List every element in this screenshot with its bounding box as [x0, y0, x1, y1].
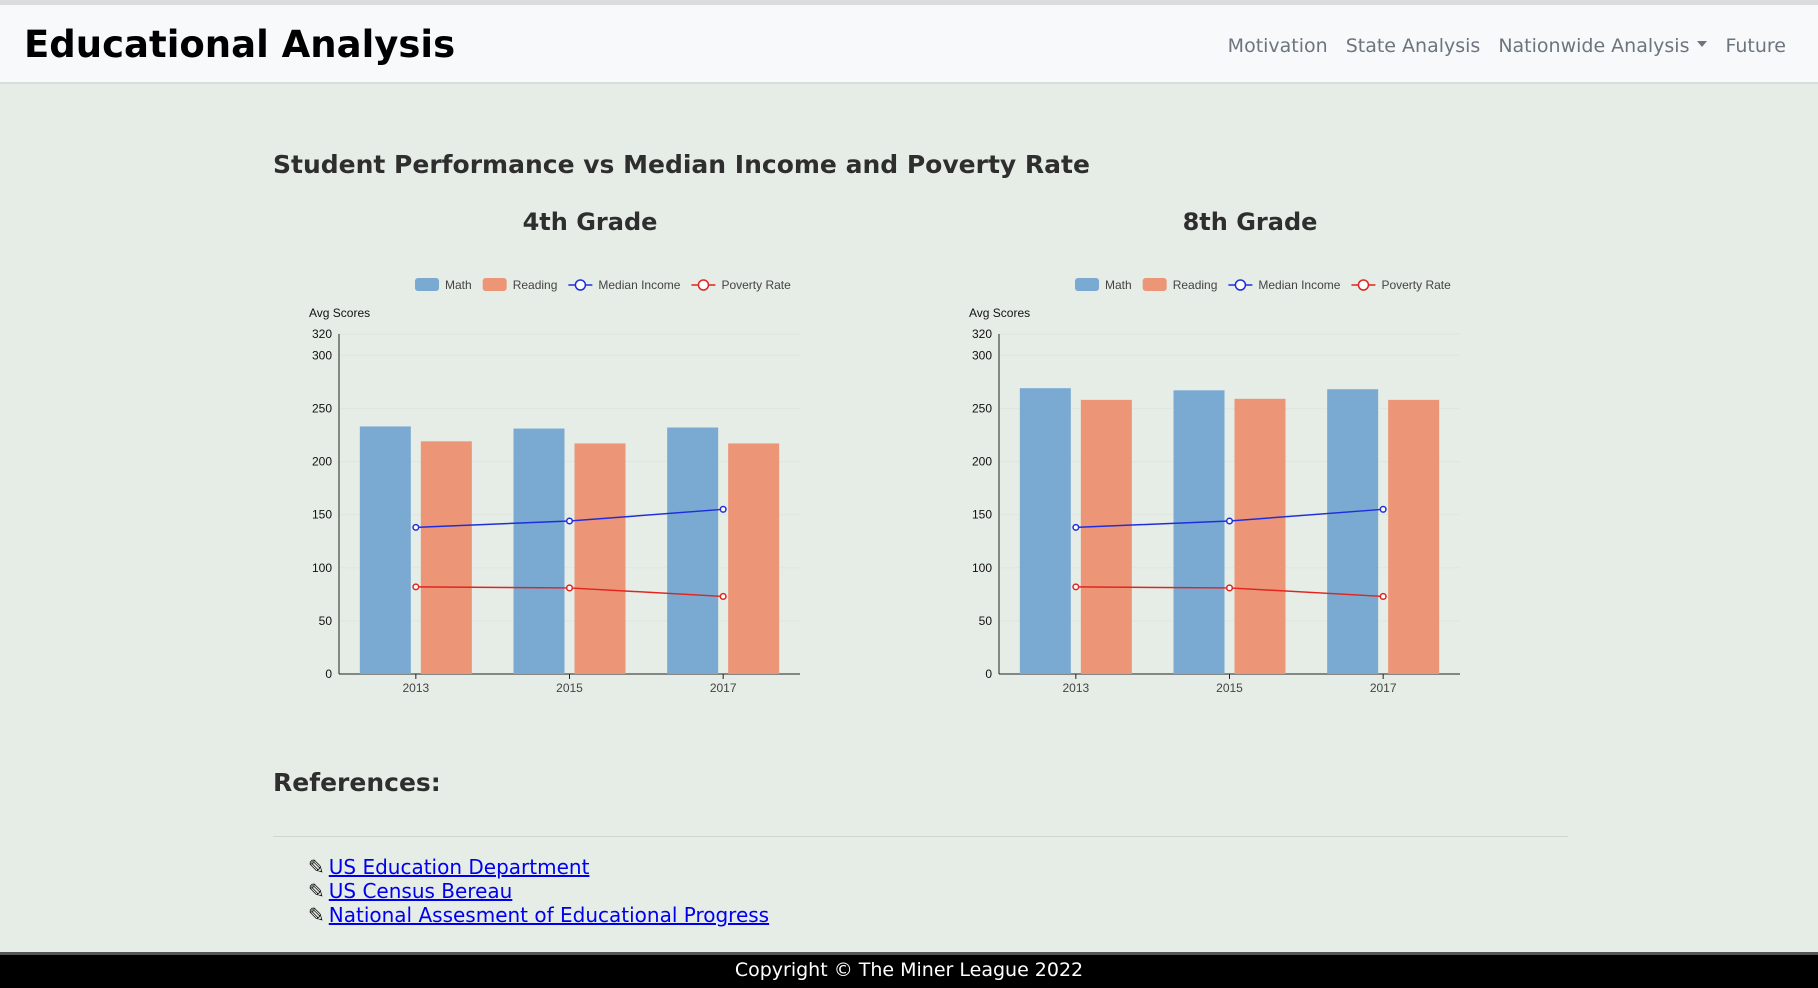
legend-item-poverty-rate: Poverty Rate	[1351, 278, 1451, 292]
nav-dropdown-nationwide-analysis[interactable]: Nationwide Analysis	[1498, 35, 1708, 57]
bar-reading-2015	[1234, 398, 1286, 674]
y-tick-label: 0	[325, 667, 332, 681]
legend-item-math: Math	[1075, 278, 1132, 292]
y-tick-label: 300	[312, 348, 332, 362]
bar-math-2013	[1019, 388, 1071, 674]
y-tick-label: 150	[312, 508, 332, 522]
bar-math-2017	[1327, 389, 1379, 674]
y-tick-label: 250	[972, 401, 992, 415]
legend-label-poverty-rate: Poverty Rate	[721, 278, 791, 292]
nav-dropdown-label: Nationwide Analysis	[1498, 35, 1690, 57]
legend-item-reading: Reading	[482, 278, 558, 292]
bar-math-2015	[513, 428, 565, 674]
legend-swatch-reading	[482, 278, 507, 291]
y-tick-label: 50	[979, 614, 993, 628]
x-tick-label: 2015	[556, 681, 583, 695]
legend-marker-median-income	[574, 279, 587, 291]
point-poverty-rate-2017	[1379, 592, 1387, 600]
nav-link-future[interactable]: Future	[1725, 35, 1786, 57]
references-title: References:	[273, 768, 441, 797]
y-tick-label: 100	[972, 561, 992, 575]
legend-item-poverty-rate: Poverty Rate	[691, 278, 791, 292]
legend-swatch-reading	[1142, 278, 1167, 291]
y-tick-label: 0	[985, 667, 992, 681]
page-title: Student Performance vs Median Income and…	[273, 150, 1090, 179]
legend-item-reading: Reading	[1142, 278, 1218, 292]
nav-link-state-analysis[interactable]: State Analysis	[1345, 35, 1481, 57]
pencil-icon: ✎	[308, 879, 325, 903]
caret-down-icon	[1697, 40, 1708, 47]
bar-reading-2013	[1080, 399, 1132, 674]
list-item: ✎ US Education Department	[308, 855, 769, 879]
legend-label-math: Math	[445, 278, 472, 292]
footer: Copyright © The Miner League 2022	[0, 952, 1818, 988]
x-tick-label: 2013	[1062, 681, 1089, 695]
bar-math-2015	[1173, 390, 1225, 674]
divider	[273, 836, 1568, 837]
x-tick-label: 2017	[710, 681, 737, 695]
bar-reading-2015	[574, 443, 626, 674]
nav-link-motivation[interactable]: Motivation	[1227, 35, 1328, 57]
point-median-income-2013	[412, 523, 420, 531]
y-tick-label: 50	[319, 614, 333, 628]
bar-reading-2017	[728, 443, 780, 674]
chart-4th-grade: Math Reading Median Income Poverty Rate Avg …	[309, 278, 800, 695]
pencil-icon: ✎	[308, 855, 325, 879]
y-tick-label: 100	[312, 561, 332, 575]
y-tick-label: 320	[972, 327, 992, 341]
bar-reading-2013	[420, 441, 472, 674]
legend-label-math: Math	[1105, 278, 1132, 292]
y-tick-label: 150	[972, 508, 992, 522]
x-tick-label: 2017	[1370, 681, 1397, 695]
point-poverty-rate-2017	[719, 592, 727, 600]
y-tick-label: 320	[312, 327, 332, 341]
legend-swatch-math	[1075, 278, 1099, 291]
y-tick-label: 300	[972, 348, 992, 362]
legend-label-median-income: Median Income	[1258, 278, 1340, 292]
legend-item-median-income: Median Income	[1228, 278, 1341, 292]
y-axis-label: Avg Scores	[309, 306, 370, 320]
legend-marker-poverty-rate	[1357, 279, 1370, 291]
chart-8th-grade: Math Reading Median Income Poverty Rate Avg …	[969, 278, 1460, 695]
legend-marker-median-income	[1234, 279, 1247, 291]
legend-label-reading: Reading	[1173, 278, 1218, 292]
point-median-income-2015	[565, 517, 574, 525]
point-poverty-rate-2013	[1072, 583, 1080, 591]
chart-title-8th-grade: 8th Grade	[1182, 208, 1318, 236]
reference-link-census-bureau[interactable]: US Census Bereau	[328, 879, 513, 903]
reference-link-naep[interactable]: National Assesment of Educational Progre…	[328, 903, 770, 927]
x-tick-label: 2015	[1216, 681, 1243, 695]
point-poverty-rate-2015	[565, 584, 574, 592]
reference-link-education-department[interactable]: US Education Department	[328, 855, 590, 879]
y-axis-label: Avg Scores	[969, 306, 1030, 320]
point-median-income-2015	[1225, 517, 1234, 525]
navbar: Educational Analysis Motivation State An…	[0, 0, 1818, 84]
y-tick-label: 250	[312, 401, 332, 415]
nav-links: Motivation State Analysis Nationwide Ana…	[1228, 35, 1786, 57]
references-list: ✎ US Education Department ✎ US Census Bere…	[308, 855, 769, 927]
legend-marker-poverty-rate	[697, 279, 710, 291]
x-tick-label: 2013	[402, 681, 429, 695]
legend-label-poverty-rate: Poverty Rate	[1381, 278, 1451, 292]
bar-reading-2017	[1388, 399, 1440, 674]
bar-math-2013	[359, 426, 411, 674]
legend-swatch-math	[415, 278, 439, 291]
point-poverty-rate-2015	[1225, 584, 1234, 592]
legend-item-math: Math	[415, 278, 472, 292]
list-item: ✎ US Census Bereau	[308, 879, 769, 903]
chart-title-4th-grade: 4th Grade	[522, 208, 658, 236]
list-item: ✎ National Assesment of Educational Progr…	[308, 903, 769, 927]
bar-math-2017	[667, 427, 719, 674]
brand-title[interactable]: Educational Analysis	[24, 23, 456, 66]
y-tick-label: 200	[972, 455, 992, 469]
point-median-income-2017	[719, 505, 727, 513]
pencil-icon: ✎	[308, 903, 325, 927]
point-median-income-2017	[1379, 505, 1387, 513]
point-poverty-rate-2013	[412, 583, 420, 591]
legend-label-reading: Reading	[513, 278, 558, 292]
point-median-income-2013	[1072, 523, 1080, 531]
legend-label-median-income: Median Income	[598, 278, 680, 292]
y-tick-label: 200	[312, 455, 332, 469]
legend-item-median-income: Median Income	[568, 278, 681, 292]
